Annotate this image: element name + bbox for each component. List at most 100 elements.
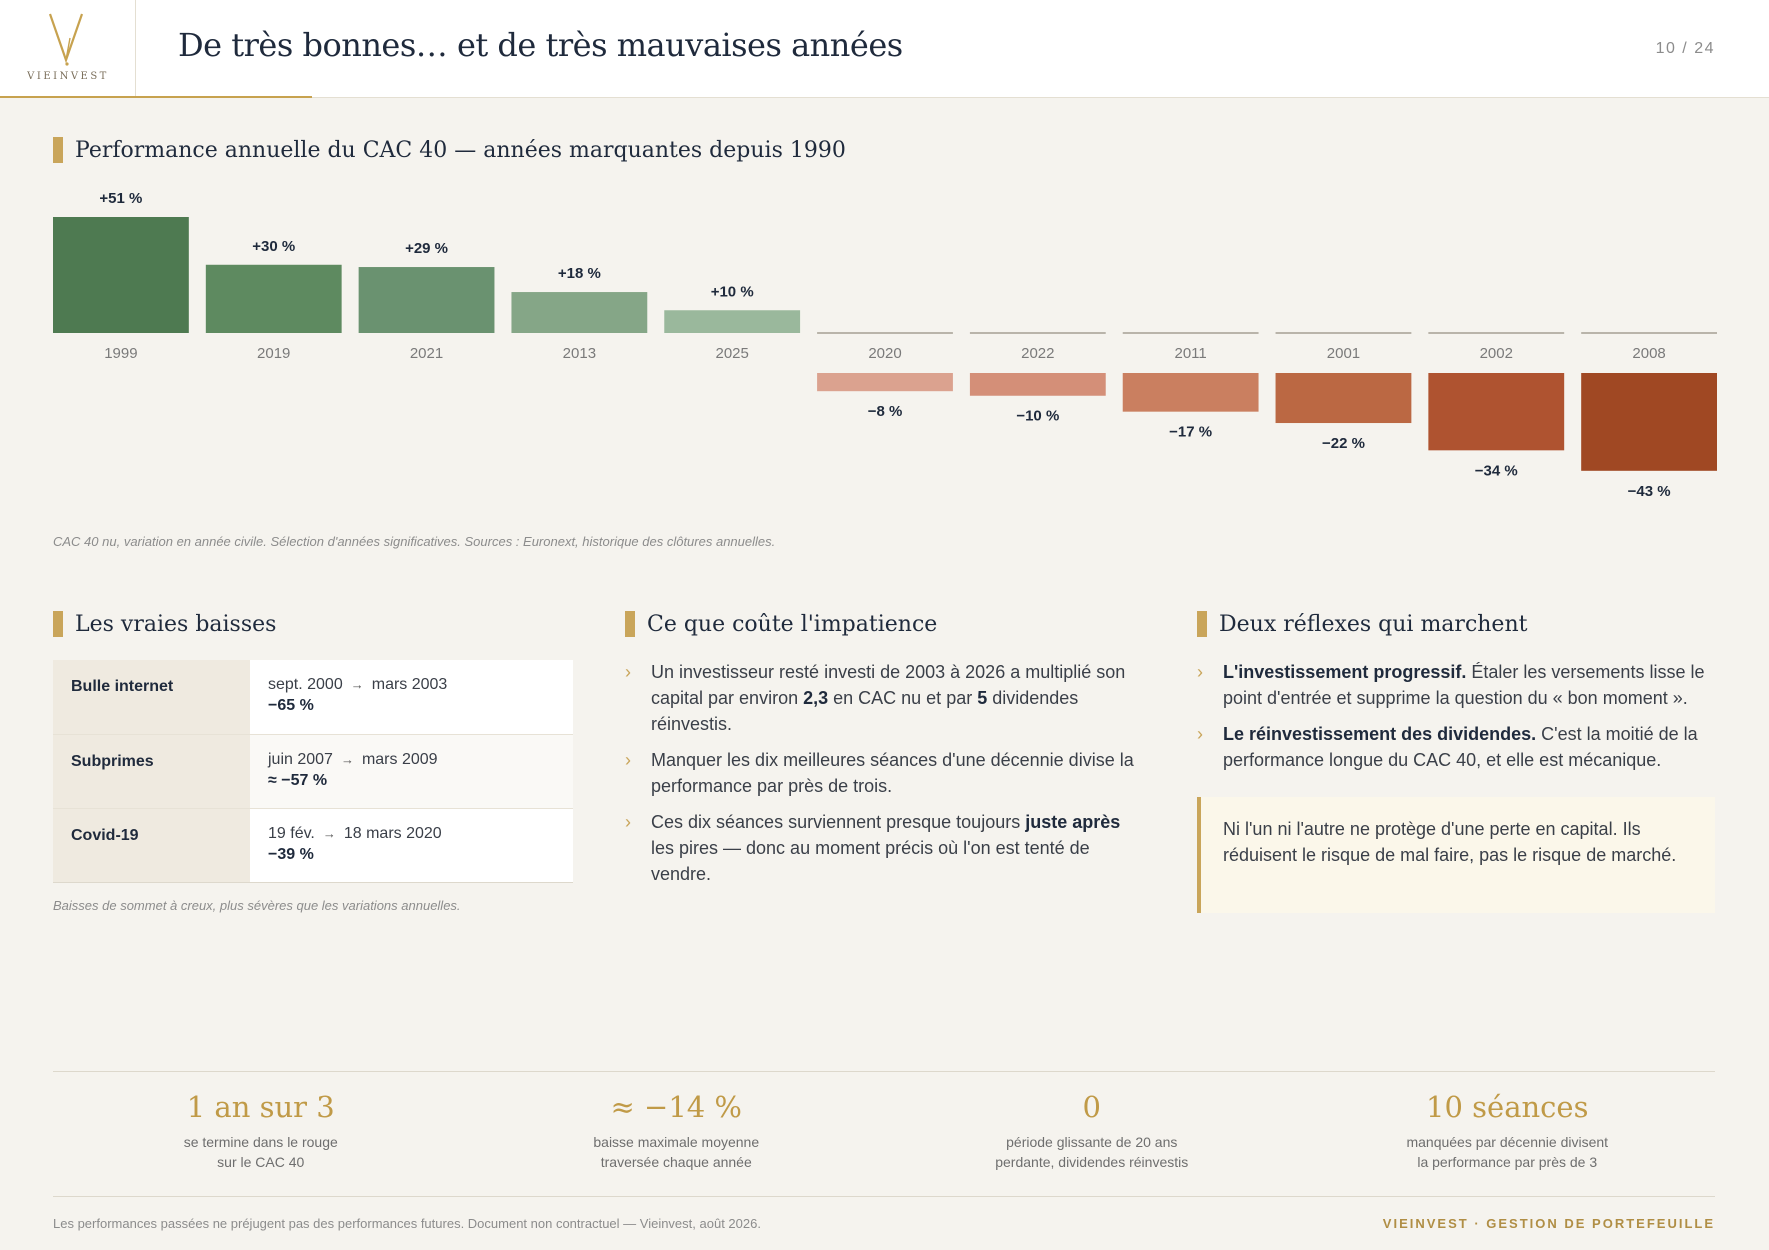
bar-chart: +51 % 1999 +30 % 2019 +29 % 2021 +18 % 2013 +10 … (53, 190, 1717, 500)
key-stats: 1 an sur 3 se termine dans le rouge sur l… (53, 1071, 1715, 1197)
category-label: 1999 (104, 345, 137, 362)
value-label: −34 % (1475, 462, 1518, 479)
category-label: 2002 (1480, 345, 1513, 362)
period-start: 19 fév. (268, 825, 315, 842)
bar-2022 (969, 373, 1106, 396)
header: VIEINVEST De très bonnes… et de très mau… (0, 0, 1769, 98)
value-label: +30 % (252, 238, 295, 255)
category-label: 2025 (715, 345, 748, 362)
chart-source-note: CAC 40 nu, variation en année civile. Sé… (53, 534, 776, 549)
footer-brand: VIEINVEST · GESTION DE PORTEFEUILLE (1382, 1216, 1715, 1231)
period-end: 18 mars 2020 (343, 825, 442, 842)
stat-caption: manquées par décennie divisent la perform… (1300, 1132, 1716, 1172)
reflexes-section-title: Deux réflexes qui marchent (1197, 611, 1527, 637)
stat-value: 1 an sur 3 (186, 1090, 335, 1124)
category-label: 2022 (1021, 345, 1054, 362)
value-label: +10 % (711, 283, 754, 300)
text-bold: juste après (1025, 812, 1121, 832)
period-start: sept. 2000 (268, 676, 343, 693)
category-label: 2001 (1327, 345, 1360, 362)
caption-line: traversée chaque année (600, 1154, 752, 1170)
drawdown-value: −65 % (268, 697, 314, 714)
text: Étaler les versements lisse le point d'e… (1223, 662, 1705, 708)
header-accent-line (0, 96, 312, 98)
bar-2020 (817, 373, 953, 392)
bar-2025 (664, 310, 801, 333)
category-label: 2008 (1632, 345, 1665, 362)
text-bold: 2,3 (803, 688, 829, 708)
drawdown-value: ≈ −57 % (268, 772, 328, 789)
chevron-right-icon: › (625, 812, 631, 832)
text: Manquer les dix meilleures séances d'une… (651, 750, 1134, 796)
bar-2021 (358, 267, 495, 333)
caption-line: manquées par décennie divisent (1406, 1134, 1609, 1150)
value-label: −43 % (1628, 483, 1671, 500)
table-row: Bulle internet sept. 2000 → mars 2003 −65 … (53, 660, 573, 734)
list-item: › Un investisseur resté investi de 2003 à… (625, 659, 1145, 737)
category-label: 2019 (257, 345, 290, 362)
bar-2001 (1275, 373, 1412, 424)
impatience-section-title: Ce que coûte l'impatience (625, 611, 937, 637)
page-number: 10 / 24 (1655, 40, 1715, 57)
stat-value: 10 séances (1426, 1090, 1589, 1124)
stat-item: 0 période glissante de 20 ans perdante, d… (884, 1072, 1300, 1196)
stat-value: ≈ −14 % (610, 1090, 743, 1124)
list-item: › L'investissement progressif. Étaler les… (1197, 659, 1717, 711)
chart-section-title: Performance annuelle du CAC 40 — années … (53, 137, 846, 163)
text-bold: L'investissement progressif. (1223, 662, 1467, 682)
chevron-right-icon: › (1197, 662, 1203, 682)
chevron-right-icon: › (625, 750, 631, 770)
drawdown-period: 19 fév. → 18 mars 2020 −39 % (250, 809, 573, 882)
chevron-right-icon: › (1197, 724, 1203, 744)
value-label: −22 % (1322, 435, 1365, 452)
bar-2013 (511, 292, 648, 333)
section-marker (1197, 611, 1207, 637)
drawdown-name: Bulle internet (53, 660, 250, 734)
drawdowns-title: Les vraies baisses (75, 611, 277, 637)
text: C'est la moitié de la performance longue… (1223, 724, 1698, 770)
logo-text: VIEINVEST (27, 71, 109, 82)
section-marker (53, 611, 63, 637)
list-item: › Ces dix séances surviennent presque tou… (625, 809, 1145, 887)
text-bold: Le réinvestissement des dividendes. (1223, 724, 1537, 744)
impatience-list: › Un investisseur resté investi de 2003 à… (625, 659, 1145, 897)
stat-caption: se termine dans le rouge sur le CAC 40 (53, 1132, 469, 1172)
table-row: Subprimes juin 2007 → mars 2009 ≈ −57 % (53, 734, 573, 808)
bar-2008 (1581, 373, 1717, 471)
caption-line: sur le CAC 40 (217, 1154, 305, 1170)
text: les pires — donc au moment précis où l'o… (651, 838, 1090, 884)
text-bold: 5 (977, 688, 988, 708)
logo: VIEINVEST (0, 0, 136, 98)
category-label: 2013 (563, 345, 596, 362)
bar-2019 (205, 264, 342, 333)
value-label: −8 % (868, 403, 903, 420)
drawdowns-section-title: Les vraies baisses (53, 611, 276, 637)
caption-line: se termine dans le rouge (183, 1134, 338, 1150)
bar-1999 (53, 217, 189, 333)
arrow-right-icon: → (322, 826, 336, 841)
caption-line: la performance par près de 3 (1417, 1154, 1598, 1170)
value-label: +51 % (99, 190, 142, 207)
impatience-title: Ce que coûte l'impatience (647, 611, 938, 637)
stat-value: 0 (1082, 1090, 1101, 1124)
drawdown-name: Subprimes (53, 735, 250, 808)
period-end: mars 2003 (371, 676, 448, 693)
drawdown-name: Covid-19 (53, 809, 250, 882)
section-marker (625, 611, 635, 637)
caption-line: baisse maximale moyenne (593, 1134, 760, 1150)
drawdown-period: juin 2007 → mars 2009 ≈ −57 % (250, 735, 573, 808)
stat-item: 1 an sur 3 se termine dans le rouge sur l… (53, 1072, 469, 1196)
caption-line: période glissante de 20 ans (1006, 1134, 1178, 1150)
reflexes-list: › L'investissement progressif. Étaler les… (1197, 659, 1717, 783)
reflexes-title: Deux réflexes qui marchent (1219, 611, 1528, 637)
arrow-right-icon: → (350, 677, 364, 692)
text: Un investisseur resté investi de 2003 à … (651, 662, 1126, 708)
drawdown-period: sept. 2000 → mars 2003 −65 % (250, 660, 573, 734)
category-label: 2020 (868, 345, 901, 362)
warning-callout: Ni l'un ni l'autre ne protège d'une pert… (1197, 797, 1715, 913)
logo-v-icon (48, 13, 84, 66)
text: Ces dix séances surviennent presque touj… (651, 812, 1026, 832)
drawdowns-table: Bulle internet sept. 2000 → mars 2003 −65 … (53, 660, 573, 883)
value-label: +29 % (405, 240, 448, 257)
value-label: −10 % (1016, 408, 1059, 425)
